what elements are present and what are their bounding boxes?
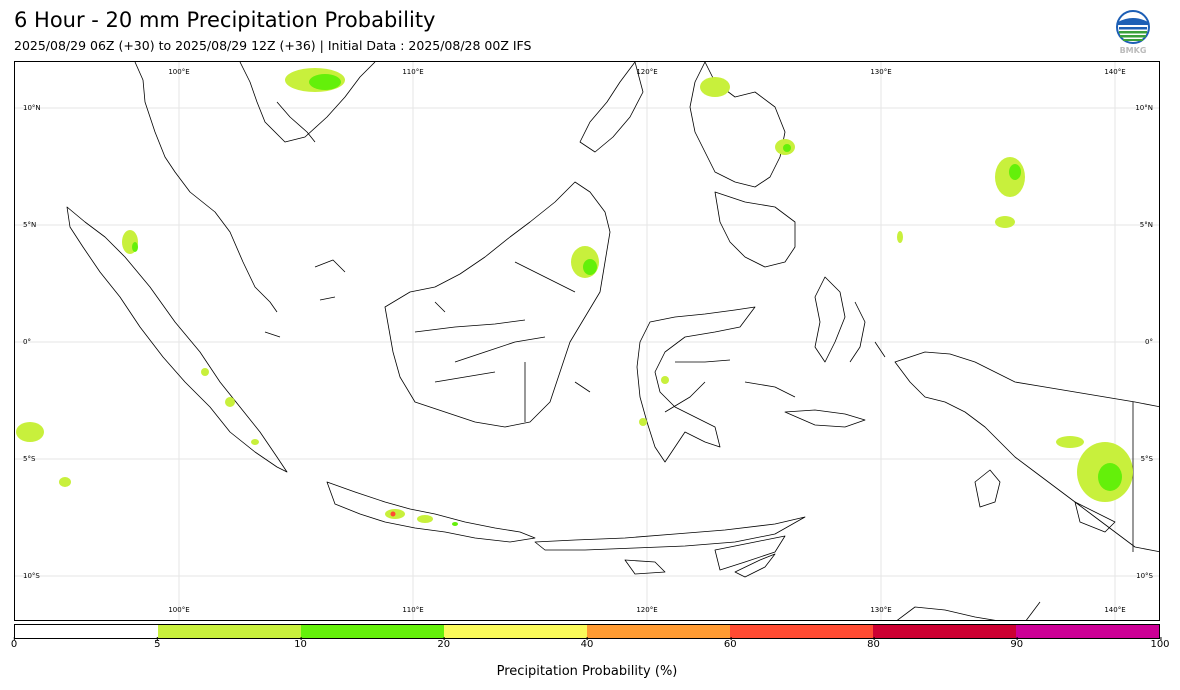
colorbar-tick-5: 5 — [154, 637, 161, 650]
lat-label-10n-left: 10°N — [23, 104, 41, 112]
lon-label-130e-bottom: 130°E — [870, 606, 891, 614]
colorbar-segment-40-60 — [587, 625, 730, 638]
colorbar-tick-90: 90 — [1010, 637, 1024, 650]
lat-label-0-right: 0° — [1145, 338, 1153, 346]
lon-label-120e-bottom: 120°E — [636, 606, 657, 614]
colorbar-segment-10-20 — [301, 625, 444, 638]
colorbar-segment-5-10 — [158, 625, 301, 638]
colorbar-tick-100: 100 — [1150, 637, 1170, 650]
lat-labels-left: 10°N 5°N 0° 5°S 10°S — [23, 104, 41, 580]
colorbar-tick-0: 0 — [10, 637, 18, 650]
lat-label-5s-left: 5°S — [23, 455, 36, 463]
colorbar-segment-0-5 — [15, 625, 158, 638]
lat-label-5n-right: 5°N — [1140, 221, 1153, 229]
lat-label-0-left: 0° — [23, 338, 31, 346]
lon-label-100e-bottom: 100°E — [168, 606, 189, 614]
lat-label-10s-right: 10°S — [1136, 572, 1153, 580]
lon-label-120e-top: 120°E — [636, 68, 657, 76]
lon-labels-bottom: 100°E 110°E 120°E 130°E 140°E — [168, 606, 1125, 614]
colorbar-tick-40: 40 — [580, 637, 594, 650]
lat-labels-right: 10°N 5°N 0° 5°S 10°S — [1135, 104, 1153, 580]
lon-label-130e-top: 130°E — [870, 68, 891, 76]
lon-label-100e-top: 100°E — [168, 68, 189, 76]
lat-label-10s-left: 10°S — [23, 572, 40, 580]
colorbar-tick-20: 20 — [437, 637, 451, 650]
colorbar-segment-20-40 — [444, 625, 587, 638]
lon-label-140e-bottom: 140°E — [1104, 606, 1125, 614]
colorbar-segment-90-100 — [1016, 625, 1159, 638]
map-title: 6 Hour - 20 mm Precipitation Probability — [14, 8, 436, 32]
lon-labels-top: 100°E 110°E 120°E 130°E 140°E — [168, 68, 1125, 76]
precipitation-map: 100°E 110°E 120°E 130°E 140°E 100°E 110°… — [14, 61, 1160, 621]
bmkg-logo-icon: BMKG — [1116, 10, 1150, 55]
precipitation-shading — [16, 68, 1133, 526]
colorbar-ticks: 0 5 10 20 40 60 80 90 100 — [10, 637, 1170, 661]
map-subtitle: 2025/08/29 06Z (+30) to 2025/08/29 12Z (… — [14, 38, 532, 53]
colorbar-segment-60-80 — [730, 625, 873, 638]
colorbar-tick-60: 60 — [723, 637, 737, 650]
map-gridlines — [15, 62, 1159, 620]
colorbar-tick-10: 10 — [294, 637, 307, 650]
lon-label-110e-top: 110°E — [402, 68, 423, 76]
lat-label-5n-left: 5°N — [23, 221, 36, 229]
lat-label-10n-right: 10°N — [1135, 104, 1153, 112]
colorbar-label: Precipitation Probability (%) — [496, 664, 678, 679]
colorbar-tick-80: 80 — [867, 637, 880, 650]
lon-label-140e-top: 140°E — [1104, 68, 1125, 76]
lat-label-5s-right: 5°S — [1141, 455, 1154, 463]
map-canvas: 100°E 110°E 120°E 130°E 140°E 100°E 110°… — [15, 62, 1159, 620]
lon-label-110e-bottom: 110°E — [402, 606, 423, 614]
logo-text: BMKG — [1120, 46, 1147, 55]
colorbar-segment-80-90 — [873, 625, 1016, 638]
